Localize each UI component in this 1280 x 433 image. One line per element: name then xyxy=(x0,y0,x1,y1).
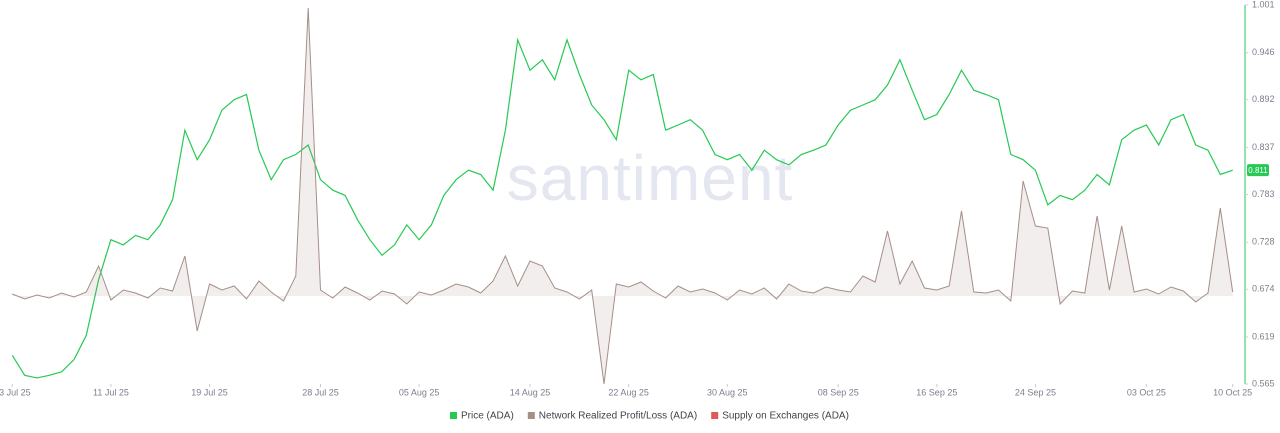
y-tick-label: 0.728 xyxy=(1252,237,1275,247)
series-line xyxy=(11,37,1233,379)
legend-label: Supply on Exchanges (ADA) xyxy=(722,411,849,422)
legend-label: Network Realized Profit/Loss (ADA) xyxy=(539,411,697,422)
price-marker xyxy=(1247,164,1269,177)
x-tick-label: 28 Jul 25 xyxy=(302,387,339,397)
y-tick-label: 0.565 xyxy=(1252,378,1275,388)
x-tick-label: 08 Sep 25 xyxy=(818,387,859,397)
x-tick-label: 22 Aug 25 xyxy=(608,387,649,397)
x-tick-label: 03 Jul 25 xyxy=(0,387,31,397)
legend-label: Price (ADA) xyxy=(461,411,514,422)
y-tick-label: 1.001 xyxy=(1252,0,1275,9)
price-marker-label: 0.811 xyxy=(1248,166,1268,175)
x-tick-label: 16 Sep 25 xyxy=(916,387,957,397)
x-tick-label: 11 Jul 25 xyxy=(93,387,129,397)
x-tick-label: 03 Oct 25 xyxy=(1127,387,1166,397)
watermark: santiment xyxy=(507,142,793,214)
y-tick-label: 0.619 xyxy=(1252,331,1275,341)
y-tick-label: 0.892 xyxy=(1252,94,1275,104)
y-tick-label: 0.783 xyxy=(1252,189,1275,199)
series-line xyxy=(12,7,1234,385)
y-tick-label: 0.837 xyxy=(1252,142,1275,152)
x-tick-label: 30 Aug 25 xyxy=(707,387,748,397)
legend: Price (ADA) Network Realized Profit/Loss … xyxy=(450,411,849,422)
x-tick-label: 24 Sep 25 xyxy=(1015,387,1056,397)
y-tick-label: 0.674 xyxy=(1252,284,1275,294)
legend-swatch xyxy=(450,412,457,419)
y-tick-label: 0.946 xyxy=(1252,47,1275,57)
x-tick-label: 05 Aug 25 xyxy=(399,387,440,397)
legend-swatch xyxy=(527,412,535,419)
x-tick-label: 19 Jul 25 xyxy=(191,387,228,397)
legend-swatch xyxy=(711,412,719,419)
x-tick-label: 14 Aug 25 xyxy=(510,387,551,397)
area-fill xyxy=(12,8,1233,384)
x-tick-label: 10 Oct 25 xyxy=(1213,387,1252,397)
